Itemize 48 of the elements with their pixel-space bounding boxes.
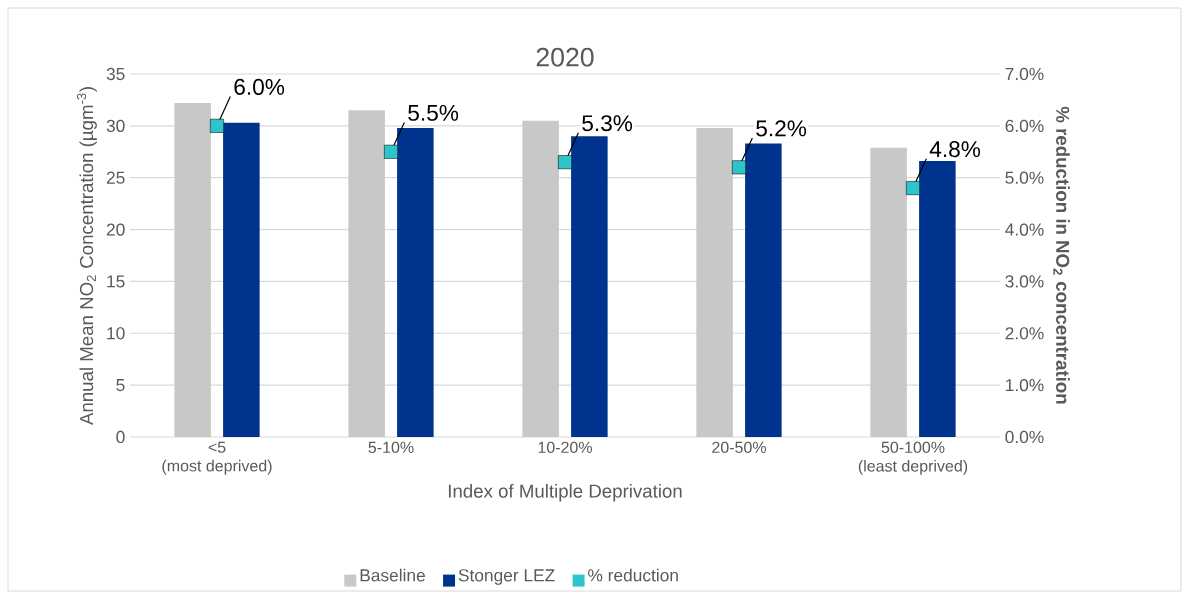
bar — [397, 127, 434, 437]
y2-tick-label: 1.0% — [1006, 378, 1044, 392]
bar — [174, 103, 211, 437]
data-label: 5.3% — [582, 115, 633, 132]
y-tick-label: 20 — [106, 223, 125, 236]
x-tick-label: 10-20% — [538, 441, 592, 454]
y2-tick-label: 7.0% — [1005, 67, 1044, 81]
data-label: 5.5% — [408, 104, 459, 121]
y2-tick-label: 0.0% — [1005, 430, 1044, 444]
bar — [348, 110, 385, 437]
bar — [745, 143, 782, 437]
point — [558, 155, 572, 170]
x-tick-label: 50-100% (least deprived) — [858, 441, 968, 475]
point — [732, 160, 746, 175]
y-tick-label: 0 — [116, 430, 125, 444]
point — [906, 181, 920, 196]
bar — [571, 136, 608, 437]
chart-title: 2020 — [536, 47, 594, 67]
y2-tick-label: 5.0% — [1005, 171, 1044, 184]
y-tick-label: 30 — [106, 119, 125, 132]
y-tick-label: 10 — [107, 327, 125, 340]
point — [384, 144, 398, 159]
bar — [696, 127, 733, 437]
x-axis-title: Index of Multiple Deprivation — [448, 484, 682, 502]
y-tick-label: 15 — [107, 275, 125, 288]
bar — [223, 122, 260, 437]
y2-tick-label: 6.0% — [1005, 119, 1044, 132]
y-tick-label: 35 — [106, 67, 125, 81]
y-tick-label: 25 — [106, 171, 125, 184]
x-tick-label: 5-10% — [368, 441, 414, 454]
y2-tick-label: 3.0% — [1005, 275, 1044, 288]
data-label: 4.8% — [929, 141, 981, 158]
y2-axis-title: % reduction in NO$_{2}$ concentration — [1053, 106, 1070, 404]
bar — [870, 147, 907, 437]
x-tick-label: 20-50% — [712, 441, 766, 454]
x-tick-label: <5 (most deprived) — [162, 441, 272, 475]
data-label: 6.0% — [234, 78, 285, 95]
legend-label: Baseline — [360, 568, 425, 582]
point — [210, 118, 224, 133]
y-tick-label: 5 — [116, 379, 125, 392]
bar — [522, 120, 559, 437]
data-label: 5.2% — [756, 120, 807, 137]
y-axis-title: Annual Mean NO$_{2}$ Concentration (µgm$^{-3}$) — [76, 87, 97, 426]
legend-label: % reduction — [588, 568, 678, 582]
legend-label: Stonger LEZ — [458, 569, 555, 585]
y2-tick-label: 4.0% — [1005, 223, 1044, 236]
y2-tick-label: 2.0% — [1005, 327, 1044, 340]
bar — [919, 161, 956, 437]
